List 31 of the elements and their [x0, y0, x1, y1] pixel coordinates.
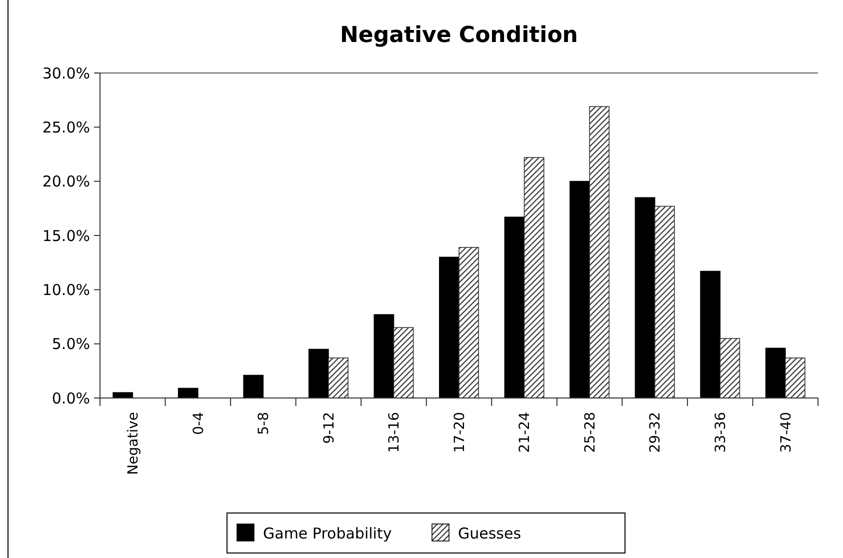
- x-tick-label: 33-36: [712, 412, 729, 453]
- x-tick-label: 21-24: [517, 412, 534, 453]
- x-tick-label: 29-32: [648, 412, 664, 453]
- x-tick-label: 37-40: [778, 412, 794, 453]
- y-tick-label: 0.0%: [52, 389, 90, 408]
- y-tick-label: 25.0%: [42, 118, 90, 136]
- bar: [570, 180, 590, 398]
- x-tick-label: 13-16: [386, 412, 403, 453]
- x-tick-label: 9-12: [321, 412, 338, 444]
- y-tick-label: 10.0%: [42, 280, 90, 299]
- bar: [374, 314, 394, 398]
- y-tick-label: 5.0%: [52, 335, 90, 354]
- x-tick-label: 5-8: [256, 412, 272, 435]
- chart-title: Negative Condition: [340, 23, 578, 48]
- legend-label: Guesses: [458, 524, 522, 542]
- y-tick-label: 30.0%: [42, 64, 90, 82]
- x-tick-label: 17-20: [452, 412, 468, 453]
- bar: [634, 197, 656, 398]
- bar: [765, 348, 786, 398]
- bar: [243, 374, 264, 398]
- bar: [308, 348, 329, 398]
- bar: [700, 270, 720, 398]
- x-tick-label: 25-28: [582, 412, 598, 453]
- x-tick-label: 0-4: [190, 412, 207, 435]
- y-tick-label: 20.0%: [42, 172, 90, 191]
- legend-label: Game Probability: [263, 524, 392, 542]
- bar: [439, 256, 460, 398]
- bar: [504, 216, 525, 398]
- bar: [178, 388, 198, 398]
- y-tick-label: 15.0%: [42, 226, 90, 245]
- x-tick-label: Negative: [126, 412, 142, 475]
